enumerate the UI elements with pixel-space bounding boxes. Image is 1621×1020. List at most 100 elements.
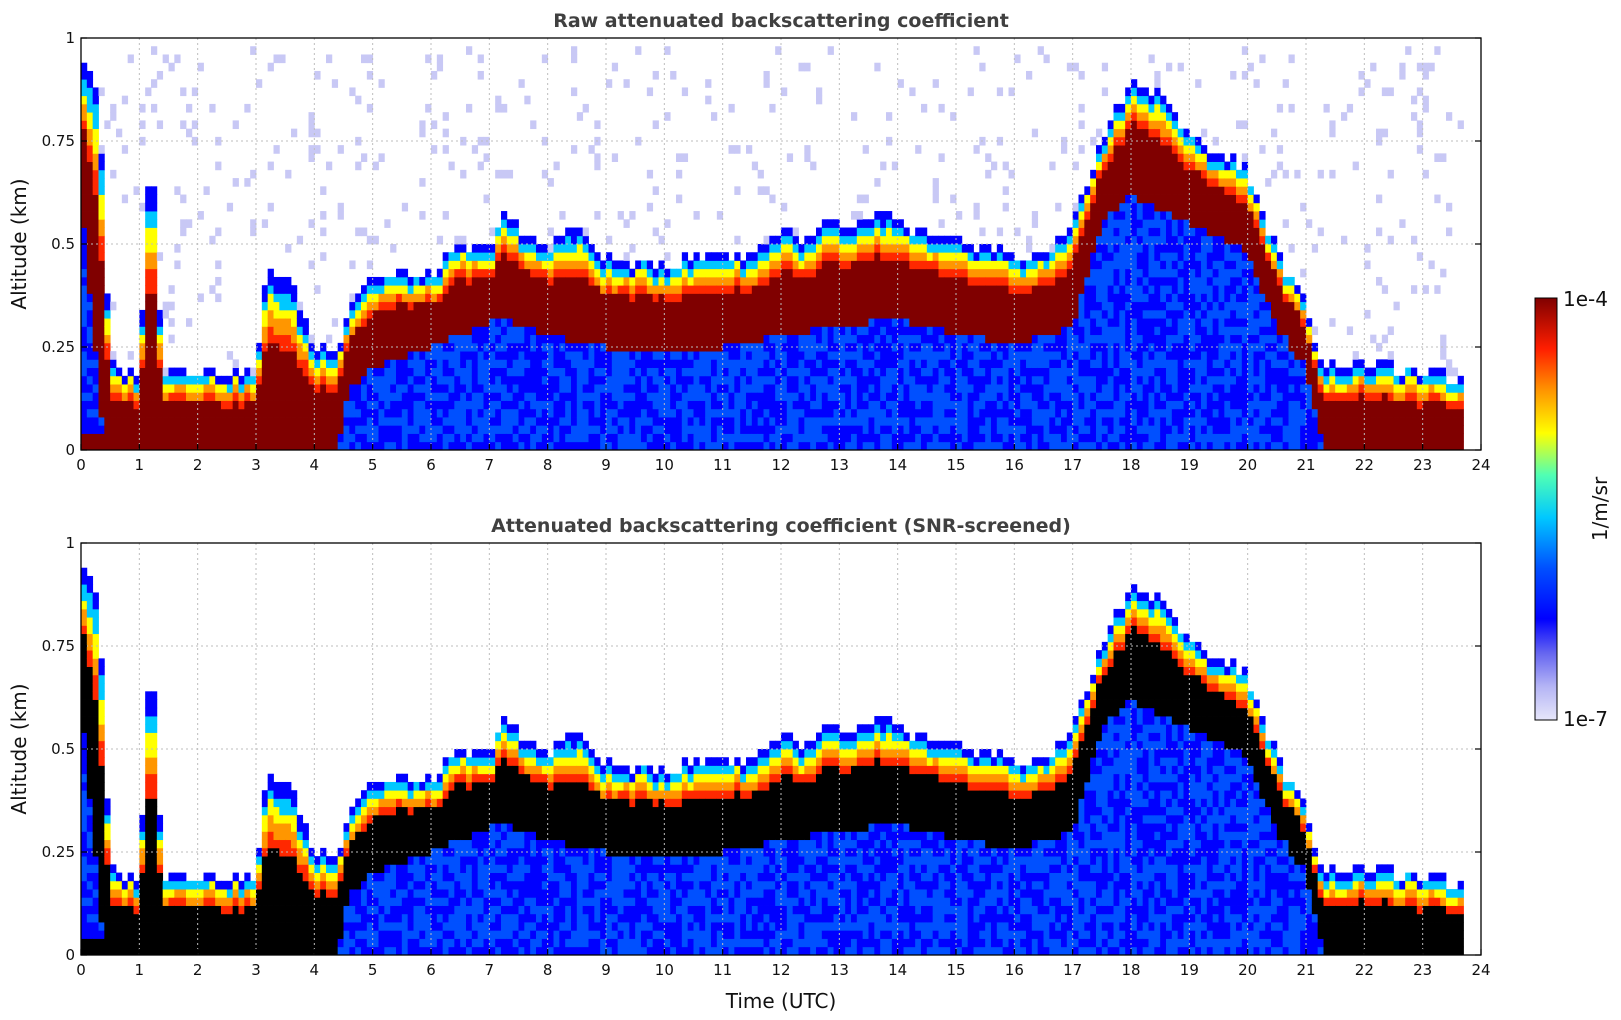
heatmap-cell (495, 375, 502, 385)
heatmap-cell (1078, 351, 1085, 360)
heatmap-cell (874, 62, 881, 72)
heatmap-cell (921, 244, 928, 253)
heatmap-cell (623, 309, 630, 319)
heatmap-cell (320, 342, 327, 352)
heatmap-cell (903, 326, 910, 336)
heatmap-cell (950, 384, 957, 393)
heatmap-cell (361, 359, 368, 368)
heatmap-cell (891, 384, 899, 393)
heatmap-cell (565, 285, 572, 294)
raw-backscatter-panel: Raw attenuated backscattering coefficien… (7, 10, 1491, 474)
heatmap-cell (530, 309, 537, 319)
heatmap-cell (991, 441, 998, 450)
heatmap-cell (232, 425, 239, 434)
heatmap-cell (396, 351, 403, 360)
heatmap-cell (448, 260, 455, 270)
heatmap-cell (273, 301, 280, 311)
heatmap-cell (1090, 260, 1097, 270)
heatmap-cell (851, 433, 858, 443)
heatmap-cell (606, 293, 613, 303)
heatmap-cell (1026, 293, 1033, 303)
heatmap-cell (541, 334, 549, 344)
heatmap-cell (355, 309, 362, 319)
heatmap-cell (530, 268, 537, 278)
heatmap-cell (571, 87, 578, 97)
heatmap-cell (1136, 309, 1144, 319)
heatmap-cell (86, 417, 94, 426)
heatmap-cell (658, 309, 665, 319)
heatmap-cell (1154, 400, 1161, 410)
heatmap-cell (390, 318, 397, 327)
heatmap-cell (617, 359, 624, 368)
heatmap-cell (1131, 351, 1138, 360)
heatmap-cell (1160, 318, 1167, 327)
heatmap-cell (880, 301, 887, 311)
heatmap-cell (372, 441, 379, 450)
heatmap-cell (775, 309, 782, 319)
heatmap-cell (1090, 285, 1097, 294)
heatmap-cell (267, 441, 274, 450)
heatmap-cell (466, 326, 473, 336)
heatmap-cell (524, 276, 531, 286)
heatmap-cell (1008, 351, 1015, 360)
heatmap-cell (594, 367, 601, 377)
heatmap-cell (880, 260, 887, 270)
heatmap-cell (501, 351, 508, 360)
heatmap-cell (1131, 417, 1138, 426)
heatmap-cell (635, 433, 642, 443)
heatmap-cell (320, 425, 327, 434)
heatmap-cell (308, 417, 315, 426)
heatmap-cell (431, 417, 438, 426)
heatmap-cell (1101, 309, 1109, 319)
heatmap-cell (501, 244, 508, 253)
heatmap-cell (617, 375, 624, 385)
heatmap-cell (1096, 334, 1103, 344)
heatmap-cell (996, 285, 1004, 294)
heatmap-cell (950, 359, 957, 368)
heatmap-cell (1171, 153, 1179, 162)
heatmap-cell (209, 417, 216, 426)
heatmap-cell (681, 342, 689, 352)
heatmap-cell (996, 309, 1004, 319)
heatmap-cell (477, 161, 484, 171)
heatmap-cell (816, 359, 823, 368)
heatmap-cell (489, 334, 496, 344)
heatmap-cell (1136, 408, 1144, 418)
heatmap-cell (588, 301, 595, 311)
heatmap-cell (495, 276, 502, 286)
heatmap-cell (798, 375, 805, 385)
heatmap-cell (372, 276, 379, 286)
heatmap-cell (559, 351, 566, 360)
heatmap-cell (681, 334, 689, 344)
heatmap-cell (145, 441, 152, 450)
heatmap-cell (746, 334, 753, 344)
heatmap-cell (716, 392, 724, 401)
heatmap-cell (1008, 87, 1015, 97)
heatmap-cell (460, 285, 467, 294)
heatmap-cell (722, 268, 729, 278)
heatmap-cell (232, 392, 239, 401)
heatmap-cell (880, 309, 887, 319)
heatmap-cell (378, 351, 385, 360)
heatmap-cell (565, 433, 572, 443)
heatmap-cell (775, 408, 782, 418)
heatmap-cell (676, 342, 683, 352)
heatmap-cell (1026, 433, 1033, 443)
heatmap-cell (512, 276, 519, 286)
heatmap-cell (1078, 252, 1085, 261)
heatmap-cell (156, 375, 164, 385)
heatmap-cell (751, 293, 759, 303)
heatmap-cell (1020, 318, 1027, 327)
heatmap-cell (950, 293, 957, 303)
heatmap-cell (652, 441, 659, 450)
heatmap-cell (1183, 326, 1190, 336)
heatmap-cell (576, 367, 584, 377)
heatmap-cell (495, 351, 502, 360)
heatmap-cell (851, 285, 858, 294)
heatmap-cell (267, 359, 274, 368)
heatmap-cell (851, 268, 858, 278)
heatmap-cell (1154, 334, 1161, 344)
heatmap-cell (588, 384, 595, 393)
heatmap-cell (1119, 301, 1126, 311)
heatmap-cell (536, 384, 543, 393)
